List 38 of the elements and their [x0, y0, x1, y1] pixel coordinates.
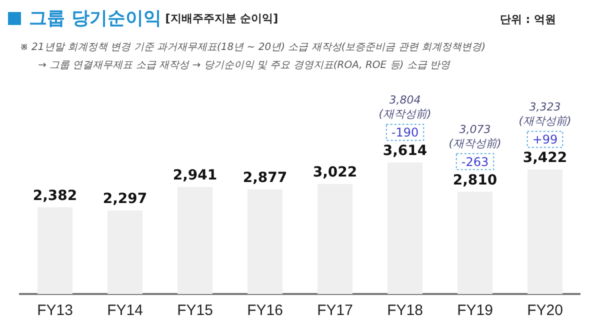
chart-title: 그룹 당기순이익	[29, 7, 162, 30]
x-tick-label: FY18	[387, 302, 423, 320]
bar	[388, 162, 422, 294]
text: (재작성前)	[378, 108, 432, 121]
data-label: 2,877	[242, 170, 288, 186]
data-label: 3,614	[382, 143, 428, 160]
text: -190	[391, 126, 419, 140]
text: (재작성前)	[448, 137, 502, 150]
text: ※ 21년말 회계정책 변경 기준 과거재무제표(18년 ~ 20년) 소급 재작성(보증준비금 관련 회계정책변경)	[20, 41, 486, 54]
data-label: 2,297	[102, 190, 148, 207]
chart-subtitle: [지배주주지분 순이익]	[165, 10, 278, 26]
x-tick-label: FY20	[527, 302, 563, 320]
x-tick-label: FY16	[247, 302, 283, 320]
data-label: 2,941	[172, 168, 218, 184]
text: +99	[532, 132, 558, 147]
data-label: 2,382	[32, 188, 78, 204]
data-label: 3,022	[312, 164, 358, 181]
bar	[318, 184, 352, 294]
bar	[458, 192, 492, 294]
text: 3,323	[529, 100, 561, 114]
x-tick-label: FY19	[457, 302, 493, 320]
text: 단위 : 억원	[500, 12, 556, 27]
annotation: -263	[461, 154, 489, 169]
bar	[178, 186, 212, 294]
text: (재작성前)	[518, 114, 572, 128]
bar	[528, 169, 562, 294]
x-tick-label: FY17	[317, 302, 353, 320]
bar	[108, 210, 142, 294]
data-label: 3,422	[522, 150, 568, 166]
x-tick-label: FY13	[37, 302, 73, 320]
bar	[248, 189, 282, 294]
data-label: 2,810	[452, 172, 498, 188]
x-tick-label: FY15	[177, 302, 213, 320]
text: 3,073	[459, 123, 491, 136]
x-tick-label: FY14	[107, 302, 143, 320]
bar	[38, 207, 72, 294]
text: 3,804	[389, 94, 421, 107]
text: → 그룹 연결재무제표 소급 재작성 → 당기순이익 및 주요 경영지표(ROA, ROE 등) 소급 반영	[38, 59, 450, 72]
